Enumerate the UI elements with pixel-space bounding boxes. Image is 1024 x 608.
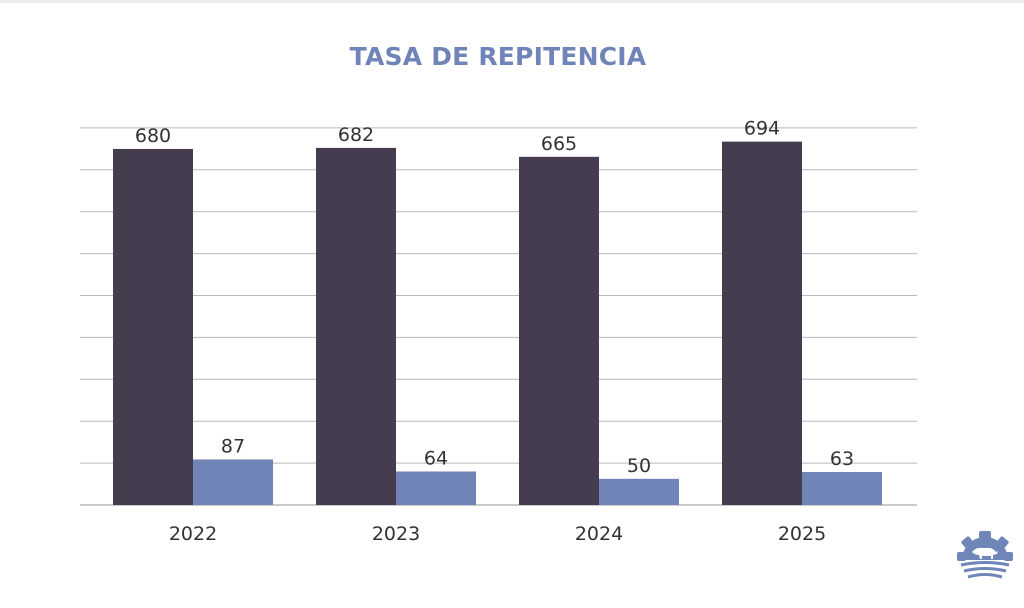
bar-2025-series-2: [802, 472, 882, 505]
data-label: 87: [221, 435, 245, 457]
gear-logo-icon: [957, 531, 1013, 579]
bar-2023-series-2: [396, 471, 476, 505]
data-labels: 680 87 682 64 665 50 694 63: [135, 118, 854, 477]
data-label: 680: [135, 125, 171, 147]
data-label: 682: [338, 124, 374, 146]
x-tick-label: 2022: [169, 523, 217, 545]
x-axis-ticks: 2022 2023 2024 2025: [169, 523, 826, 545]
x-tick-label: 2023: [372, 523, 420, 545]
data-label: 50: [627, 455, 651, 477]
bars: [113, 141, 882, 505]
bar-2023-series-1: [316, 147, 396, 505]
top-border: [0, 0, 1024, 3]
data-label: 64: [424, 447, 448, 469]
bar-2025-series-1: [722, 141, 802, 505]
bar-2024-series-2: [599, 478, 679, 505]
bar-2022-series-1: [113, 148, 193, 505]
bar-2024-series-1: [519, 156, 599, 505]
x-tick-label: 2024: [575, 523, 623, 545]
data-label: 665: [541, 133, 577, 155]
x-tick-label: 2025: [778, 523, 826, 545]
bar-2022-series-2: [193, 459, 273, 505]
data-label: 694: [744, 118, 780, 140]
data-label: 63: [830, 448, 854, 470]
chart-title: TASA DE REPITENCIA: [349, 42, 647, 71]
